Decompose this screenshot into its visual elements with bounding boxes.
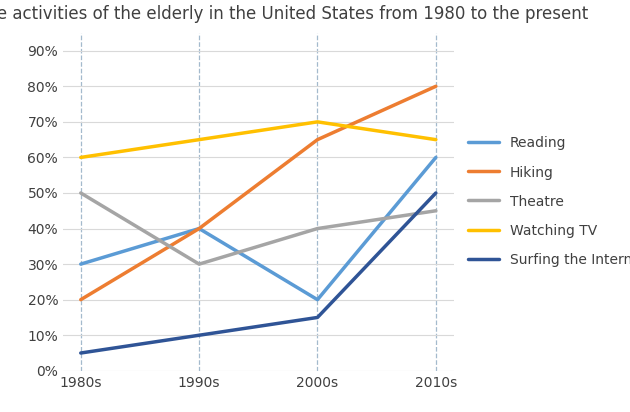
Surfing the Internet: [432, 190, 440, 195]
Line: Watching TV: Watching TV: [81, 122, 436, 157]
Watching TV: [432, 137, 440, 142]
Surfing the Internet: [195, 333, 203, 338]
Hiking: [432, 84, 440, 89]
Watching TV: [314, 119, 321, 124]
Theatre: [432, 208, 440, 213]
Hiking: [314, 137, 321, 142]
Surfing the Internet: [77, 351, 84, 356]
Theatre: [314, 226, 321, 231]
Line: Theatre: Theatre: [81, 193, 436, 264]
Hiking: [195, 226, 203, 231]
Watching TV: [195, 137, 203, 142]
Line: Surfing the Internet: Surfing the Internet: [81, 193, 436, 353]
Watching TV: [77, 155, 84, 160]
Reading: [432, 155, 440, 160]
Reading: [195, 226, 203, 231]
Title: Free time activities of the elderly in the United States from 1980 to the presen: Free time activities of the elderly in t…: [0, 5, 588, 23]
Reading: [314, 297, 321, 302]
Theatre: [195, 262, 203, 267]
Theatre: [77, 190, 84, 195]
Line: Reading: Reading: [81, 157, 436, 300]
Hiking: [77, 297, 84, 302]
Reading: [77, 262, 84, 267]
Surfing the Internet: [314, 315, 321, 320]
Line: Hiking: Hiking: [81, 86, 436, 300]
Legend: Reading, Hiking, Theatre, Watching TV, Surfing the Internet: Reading, Hiking, Theatre, Watching TV, S…: [468, 136, 630, 267]
